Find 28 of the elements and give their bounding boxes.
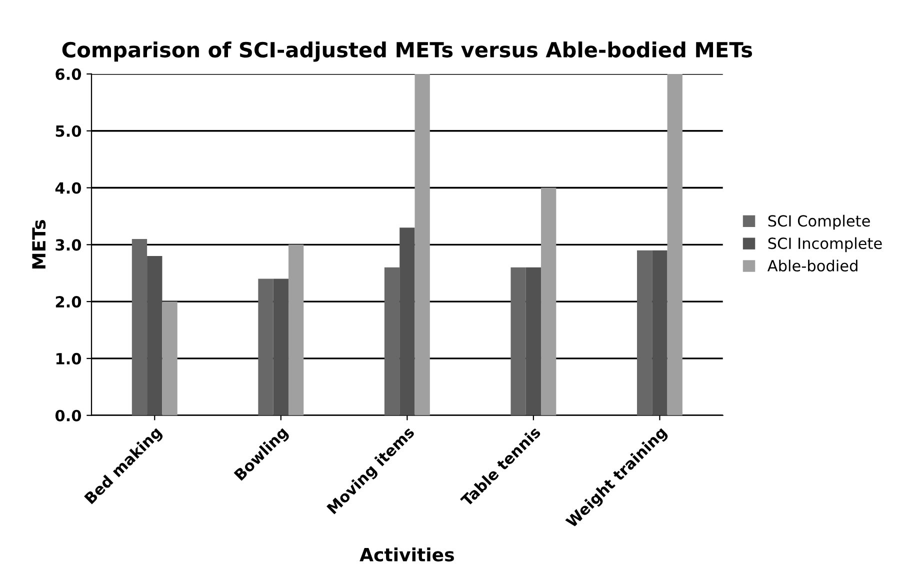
y-tick-label: 1.0	[56, 352, 82, 364]
x-axis-title: Activities	[360, 548, 454, 562]
bar	[273, 278, 288, 416]
bar	[636, 250, 652, 416]
y-tick-label: 4.0	[55, 182, 82, 194]
y-tick-label: 2.0	[56, 296, 82, 308]
y-tick-label: 6.0	[56, 68, 82, 80]
bar	[414, 74, 430, 416]
bar	[132, 238, 148, 416]
bar	[147, 256, 162, 416]
y-axis-title: METs	[32, 220, 46, 268]
bar	[541, 188, 556, 416]
legend-label: Able-bodied	[767, 260, 858, 272]
bar	[526, 267, 542, 416]
bar	[288, 244, 304, 416]
bar	[667, 74, 682, 416]
bar	[400, 228, 415, 416]
y-tick-label: 3.0	[56, 239, 82, 251]
bar	[652, 250, 668, 416]
bar	[258, 278, 274, 416]
legend-label: SCI Complete	[768, 214, 870, 230]
bar	[510, 267, 526, 416]
y-tick-label: 5.0	[56, 125, 82, 137]
legend-label: SCI Incomplete	[768, 237, 882, 252]
chart-title: Comparison of SCI-adjusted METs versus Able-bodied METs	[62, 41, 752, 62]
y-tick-label: 0.0	[55, 410, 82, 422]
bar	[162, 302, 178, 416]
bar	[384, 267, 400, 416]
